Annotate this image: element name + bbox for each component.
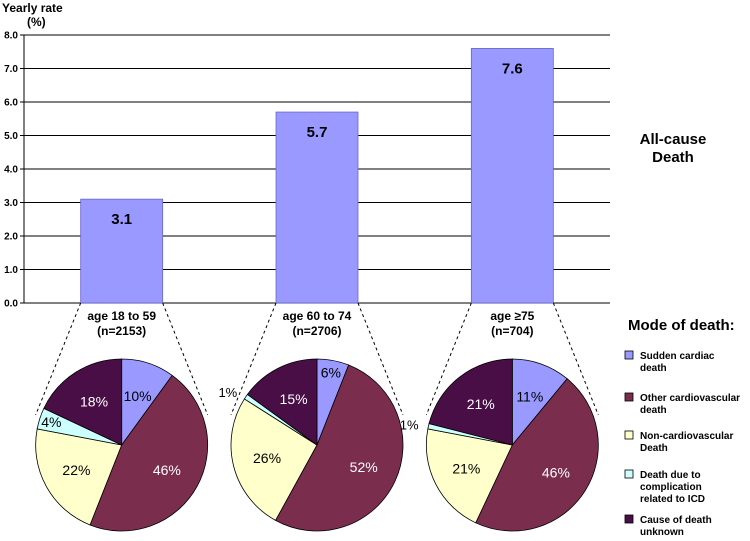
pie-slice xyxy=(246,358,318,446)
bar-value-label: 7.6 xyxy=(502,60,523,77)
legend-label: death xyxy=(640,405,667,416)
y-tick-label: 3.0 xyxy=(4,198,18,209)
pie-slice-label: 15% xyxy=(280,391,308,407)
x-category-label: age 60 to 74 xyxy=(283,309,352,323)
pie-slice xyxy=(230,398,318,521)
pie-slice-label: 46% xyxy=(542,465,570,481)
connector-line xyxy=(357,302,404,416)
y-tick-label: 5.0 xyxy=(4,131,18,142)
pie-slice-label: 21% xyxy=(467,396,495,412)
legend-swatch xyxy=(624,350,634,360)
pie-slice xyxy=(43,358,123,446)
legend-swatch xyxy=(624,469,634,479)
x-category-n: (n=704) xyxy=(491,324,533,338)
bar-chart-title: All-cause xyxy=(640,131,707,148)
legend-label: Other cardiovascular xyxy=(640,393,740,404)
legend-label: complication xyxy=(640,482,702,493)
pie-slice xyxy=(475,378,599,532)
y-tick-label: 1.0 xyxy=(4,265,18,276)
y-axis-label: Yearly rate xyxy=(2,1,63,15)
legend-swatch xyxy=(624,430,634,440)
pie-slice xyxy=(428,358,513,446)
connector-line xyxy=(425,302,472,416)
x-category-n: (n=2706) xyxy=(292,324,341,338)
legend-label: death xyxy=(640,363,667,374)
pie-slice-label: 21% xyxy=(452,460,480,476)
pie-slice xyxy=(35,428,123,526)
legend-swatch xyxy=(624,514,634,524)
x-category-label: age ≥75 xyxy=(490,309,534,323)
x-category-n: (n=2153) xyxy=(97,324,146,338)
pie-slice-label: 26% xyxy=(253,450,281,466)
pie-slice xyxy=(89,374,209,532)
pie-slice xyxy=(425,428,513,524)
y-tick-label: 2.0 xyxy=(4,232,18,243)
connector-line xyxy=(35,302,82,416)
legend-label: Non-cardiovascular xyxy=(640,431,733,442)
pie-slice-label: 11% xyxy=(516,388,543,404)
pie-slice-label: 4% xyxy=(41,414,61,430)
x-category-label: age 18 to 59 xyxy=(87,309,156,323)
y-tick-label: 7.0 xyxy=(4,64,18,75)
legend-label: Sudden cardiac xyxy=(640,351,715,362)
legend-label: Death xyxy=(640,443,668,454)
pie-slice-label: 1% xyxy=(400,417,419,432)
legend-label: unknown xyxy=(640,527,684,536)
bar-3 xyxy=(470,48,554,304)
pie-slice-label: 6% xyxy=(321,364,341,380)
bar-1 xyxy=(80,198,164,304)
pie-slice xyxy=(275,364,404,532)
bar-value-label: 5.7 xyxy=(307,124,328,141)
y-tick-label: 4.0 xyxy=(4,165,18,176)
legend-label: related to ICD xyxy=(640,494,705,505)
pie-slice-label: 18% xyxy=(80,393,108,409)
bar-value-label: 3.1 xyxy=(111,211,132,228)
legend-label: Death due to xyxy=(640,470,701,481)
y-tick-label: 0.0 xyxy=(4,299,18,310)
y-tick-label: 8.0 xyxy=(4,31,18,42)
legend-swatch xyxy=(624,392,634,402)
bar-2 xyxy=(275,111,359,304)
pie-slice-label: 46% xyxy=(153,462,181,478)
legend-label: Cause of death xyxy=(640,515,712,526)
connector-line xyxy=(230,302,277,416)
y-tick-label: 6.0 xyxy=(4,98,18,109)
pie-slice-label: 52% xyxy=(350,459,378,475)
y-axis-unit: (%) xyxy=(27,15,46,29)
bar-chart-title: Death xyxy=(652,149,694,166)
legend-title: Mode of death: xyxy=(628,317,735,334)
pie-slice-label: 10% xyxy=(124,388,152,404)
pie-slice-label: 1% xyxy=(218,385,237,400)
connector-line xyxy=(552,302,599,416)
pie-slice-label: 22% xyxy=(62,462,90,478)
connector-line xyxy=(162,302,209,416)
